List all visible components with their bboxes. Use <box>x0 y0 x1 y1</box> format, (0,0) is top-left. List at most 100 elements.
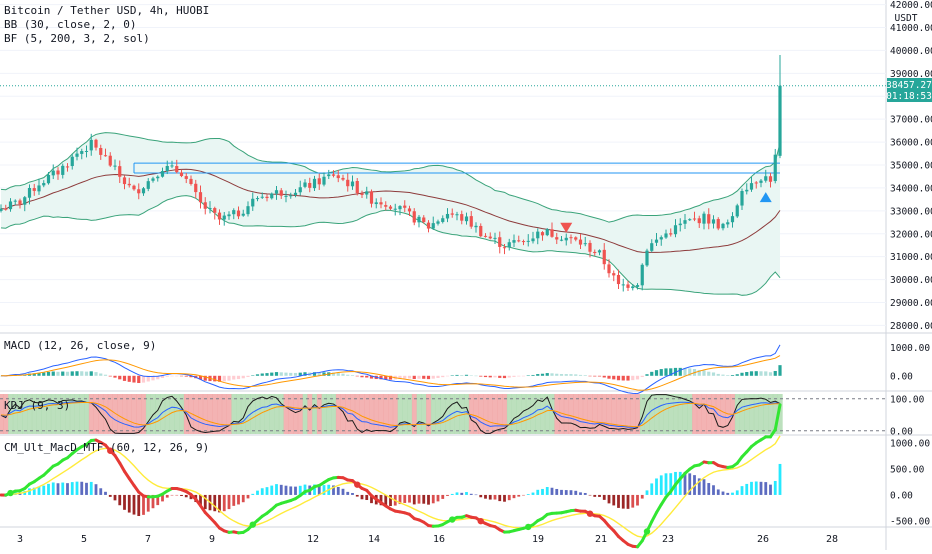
currency-label: USDT <box>895 13 918 24</box>
candle-body <box>280 190 283 195</box>
candle[interactable] <box>778 55 781 158</box>
kdj-zone <box>474 394 479 434</box>
cm-histogram-bar <box>536 490 539 495</box>
macd-pane[interactable] <box>0 345 782 394</box>
kdj-zone <box>569 394 574 434</box>
candle-body <box>398 206 401 209</box>
candle[interactable] <box>622 279 625 292</box>
candle-body <box>218 213 221 220</box>
candle-body <box>379 202 382 204</box>
kdj-pane[interactable] <box>0 394 886 434</box>
candle-body <box>175 166 178 172</box>
candle[interactable] <box>546 228 549 236</box>
macd-histogram-bar <box>223 376 226 382</box>
macd-histogram-bar <box>707 372 710 376</box>
last-price-label[interactable]: 38457.27 01:18:53 <box>886 78 932 102</box>
cm-cross-dot[interactable] <box>478 518 484 524</box>
cm-histogram-bar <box>356 495 359 497</box>
kdj-legend[interactable]: KDJ (9, 3) <box>4 399 70 412</box>
cm-histogram-bar <box>589 495 592 496</box>
kdj-zone <box>398 394 403 434</box>
kdj-zone <box>749 394 754 434</box>
macd-histogram-bar <box>607 376 610 379</box>
cm-cross-dot[interactable] <box>354 481 360 487</box>
kdj-zone <box>75 394 80 434</box>
cm-histogram-bar <box>85 483 88 495</box>
macd-signal-line[interactable] <box>1 356 780 391</box>
symbol-legend[interactable]: Bitcoin / Tether USD, 4h, HUOBI <box>4 4 209 17</box>
candle[interactable] <box>736 204 739 218</box>
macd-histogram-bar <box>474 376 477 377</box>
candle-body <box>90 140 93 151</box>
candle[interactable] <box>774 149 777 183</box>
kdj-zone <box>697 394 702 434</box>
cm-cross-dot[interactable] <box>250 521 256 527</box>
kdj-zone <box>526 394 531 434</box>
cm-cross-dot[interactable] <box>7 490 13 496</box>
macd-histogram-bar <box>427 376 430 379</box>
macd-histogram-bar <box>56 372 59 376</box>
macd-histogram-bar <box>166 376 169 377</box>
cm-histogram-bar <box>612 495 615 505</box>
macd-histogram-bar <box>603 376 606 378</box>
cm-histogram-bar <box>289 486 292 495</box>
price-pane[interactable] <box>0 5 886 326</box>
macd-line[interactable] <box>1 345 780 394</box>
candle-body <box>28 188 31 198</box>
macd-histogram-bar <box>598 376 601 377</box>
candle-body <box>223 216 226 220</box>
candle-body <box>289 195 292 196</box>
bb-legend[interactable]: BB (30, close, 2, 0) <box>4 18 136 31</box>
price-tick-label: 34000.00 <box>890 183 932 194</box>
kdj-zone <box>326 394 331 434</box>
macd-histogram-bar <box>489 376 492 378</box>
macd-histogram-bar <box>346 375 349 376</box>
macd-legend[interactable]: MACD (12, 26, close, 9) <box>4 339 156 352</box>
cm-legend[interactable]: CM_Ult_MacD_MTF (60, 12, 26, 9) <box>4 441 209 454</box>
candle-body <box>56 170 59 174</box>
cm-histogram-bar <box>90 482 93 495</box>
candle-body <box>142 188 145 193</box>
cm-histogram-bar <box>745 484 748 495</box>
candle-body <box>294 193 297 195</box>
candle-body <box>61 166 64 175</box>
candle[interactable] <box>417 215 420 227</box>
macd-tick-label: 1000.00 <box>890 343 930 354</box>
kdj-zone <box>89 394 94 434</box>
price-tick-label: 29000.00 <box>890 298 932 309</box>
macd-histogram-bar <box>527 376 530 377</box>
cm-cross-dot[interactable] <box>644 528 650 534</box>
candle-body <box>655 240 658 243</box>
cm-tick-label: 0.00 <box>890 490 913 501</box>
macd-histogram-bar <box>531 375 534 376</box>
cm-histogram-bar <box>175 495 178 496</box>
kdj-zone <box>298 394 303 434</box>
cm-histogram-bar <box>631 495 634 508</box>
cm-histogram-bar <box>337 487 340 495</box>
candle-body <box>161 171 164 177</box>
kdj-zone <box>155 394 160 434</box>
kdj-zone <box>664 394 669 434</box>
candle[interactable] <box>717 217 720 230</box>
cm-cross-dot[interactable] <box>525 524 531 530</box>
candle[interactable] <box>645 249 648 267</box>
cm-cross-dot[interactable] <box>449 516 455 522</box>
candle[interactable] <box>626 281 629 291</box>
candle-body <box>531 238 534 241</box>
candle-body <box>118 166 121 177</box>
macd-histogram-bar <box>246 376 249 377</box>
cm-histogram-bar <box>71 482 74 495</box>
candle-body <box>432 223 435 228</box>
bf-legend[interactable]: BF (5, 200, 3, 2, sol) <box>4 32 150 45</box>
price-tick-label: 32000.00 <box>890 229 932 240</box>
macd-histogram-bar <box>142 376 145 383</box>
cm-histogram-bar <box>80 482 83 495</box>
macd-histogram-bar <box>94 372 97 376</box>
candle-body <box>356 181 359 193</box>
candle-body <box>237 211 240 217</box>
macd-histogram-bar <box>180 376 183 377</box>
macd-histogram-bar <box>712 372 715 375</box>
cm-cross-dot[interactable] <box>587 510 593 516</box>
